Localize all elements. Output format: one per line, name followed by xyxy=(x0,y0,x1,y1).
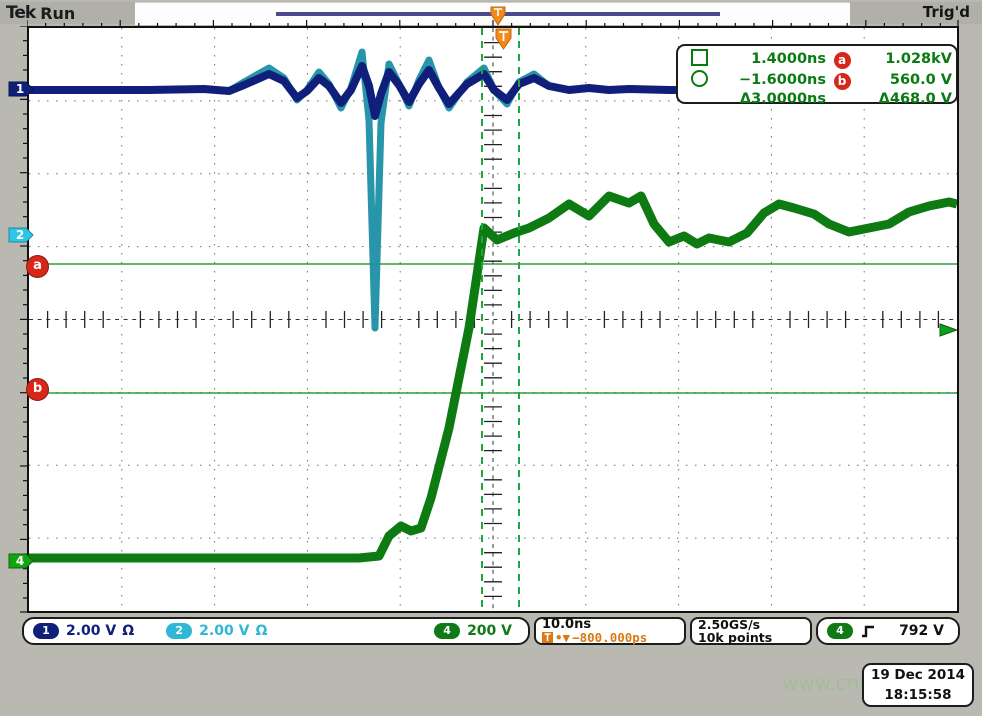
cursor-a-value: 1.028kV xyxy=(885,50,952,67)
trigger-marker-graticule[interactable] xyxy=(494,28,513,50)
channel-1-coupling-icon[interactable]: Ω xyxy=(122,623,135,639)
cursor-readout-row: Δ3.0000ns Δ468.0 V xyxy=(682,90,952,108)
channel-marker-4-label: 4 xyxy=(15,554,25,568)
cursor-b-value: 560.0 V xyxy=(889,71,952,88)
trigger-slope-rising-icon xyxy=(862,625,874,638)
trigger-source-badge[interactable]: 4 xyxy=(827,623,853,639)
timebase-position: −800.000ps xyxy=(572,630,648,645)
trigger-level[interactable]: 792 V xyxy=(899,623,944,639)
acquisition-field[interactable]: 2.50GS/s 10k points xyxy=(690,617,812,645)
cursor-readout-box: 1.4000ns a 1.028kV −1.6000ns b 560.0 V Δ… xyxy=(676,44,958,107)
graticule-grid xyxy=(29,28,957,611)
channel-marker-2[interactable]: 2 xyxy=(8,226,34,244)
run-state-label: Run xyxy=(40,3,76,23)
channel-4-badge[interactable]: 4 xyxy=(434,623,461,639)
timebase-scale: 10.0ns xyxy=(542,617,592,632)
time-label: 18:15:58 xyxy=(884,687,952,703)
tek-logo: Tek xyxy=(6,3,36,23)
channel-marker-2-label: 2 xyxy=(15,228,25,242)
cursor-marker-a[interactable]: a xyxy=(26,255,49,278)
channel-marker-4[interactable]: 4 xyxy=(8,552,34,570)
date-label: 19 Dec 2014 xyxy=(870,667,966,683)
cursor-b-time: −1.6000ns xyxy=(738,71,826,88)
waveform-ch4-trace xyxy=(29,191,957,563)
channel-2-scale[interactable]: 2.00 V xyxy=(199,623,250,639)
cursor-a-time: 1.4000ns xyxy=(751,50,826,67)
horizontal-cursor-lines[interactable] xyxy=(29,28,957,611)
topbar-gray-left xyxy=(0,2,135,24)
channel-marker-1[interactable]: 1 xyxy=(8,80,34,98)
cursor-delta-badge-spacer xyxy=(826,90,858,108)
cursor-a-symbol-icon xyxy=(682,48,716,69)
channel-1-scale[interactable]: 2.00 V xyxy=(66,623,117,639)
trigger-position-icon xyxy=(542,632,553,643)
trigger-state-label: Trig'd xyxy=(922,3,970,21)
waveform-graticule[interactable] xyxy=(27,26,959,613)
cursor-b-symbol-icon xyxy=(682,69,716,90)
waveform-ch1-trace xyxy=(29,62,689,120)
vertical-cursor-lines[interactable] xyxy=(29,28,957,611)
channel-marker-1-label: 1 xyxy=(15,82,25,96)
channel-2-badge[interactable]: 2 xyxy=(166,623,193,639)
timebase-field[interactable]: 10.0ns •▼ −800.000ps xyxy=(534,617,686,645)
datetime-box: 19 Dec 2014 18:15:58 xyxy=(862,663,974,707)
channel-1-badge[interactable]: 1 xyxy=(33,623,59,639)
cursor-readout-row: 1.4000ns a 1.028kV xyxy=(682,48,952,69)
cursor-b-badge-icon: b xyxy=(826,69,858,90)
cursor-delta-value: Δ468.0 V xyxy=(878,91,952,107)
top-ruler-ticks xyxy=(27,20,959,28)
cursor-a-badge-icon: a xyxy=(826,48,858,69)
sample-rate: 2.50GS/s xyxy=(698,617,761,632)
cursor-readout-row: −1.6000ns b 560.0 V xyxy=(682,69,952,90)
trigger-field[interactable]: 4 792 V xyxy=(816,617,960,645)
left-ruler-ticks xyxy=(20,26,28,613)
tek-run-group: Tek Run xyxy=(6,1,75,25)
cursor-delta-time: Δ3.0000ns xyxy=(739,91,826,107)
trigger-position-arrow-icon: •▼ xyxy=(555,630,571,645)
cursor-marker-b[interactable]: b xyxy=(26,378,49,401)
channel-settings-group: 1 2.00 V Ω 2 2.00 V Ω 4 200 V xyxy=(22,617,530,645)
record-length: 10k points xyxy=(698,630,773,645)
topbar-gray-right xyxy=(850,2,982,24)
trigger-position-marker-top[interactable] xyxy=(489,6,507,26)
channel-2-coupling-icon[interactable]: Ω xyxy=(255,623,268,639)
channel-4-scale[interactable]: 200 V xyxy=(467,623,512,639)
bottom-status-bar: 1 2.00 V Ω 2 2.00 V Ω 4 200 V 10.0ns •▼ … xyxy=(22,617,960,645)
cursor-delta-symbol-icon xyxy=(682,90,716,108)
trigger-level-marker[interactable] xyxy=(29,28,957,611)
